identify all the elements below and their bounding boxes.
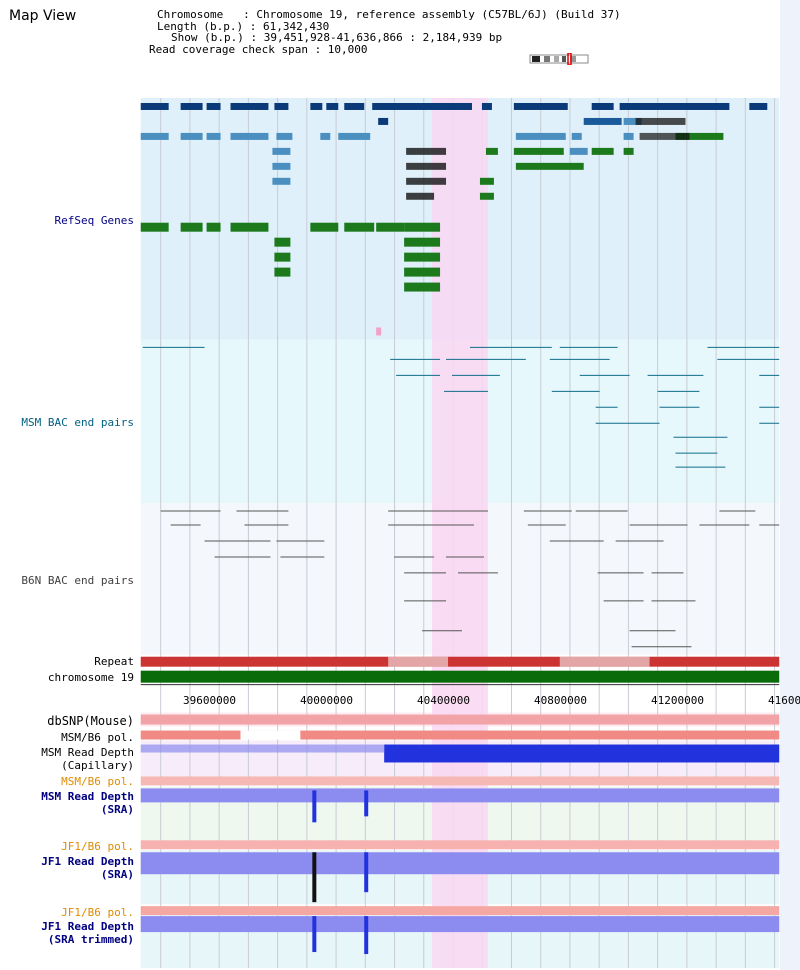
dbsnp-strip xyxy=(140,714,780,725)
track-label-msm-bac: MSM BAC end pairs xyxy=(21,416,134,429)
jf1-pol-strip-1 xyxy=(140,840,780,850)
chromosome-line: Chromosome : Chromosome 19, reference as… xyxy=(157,8,621,21)
axis-tick-3: 40400000 xyxy=(417,694,470,707)
jf1-depth-trimmed xyxy=(140,916,780,933)
msm-depth-sra xyxy=(140,788,780,803)
jf1-depth-sra xyxy=(140,852,780,875)
chromosome-ideogram[interactable] xyxy=(528,53,590,65)
selection-highlight xyxy=(432,98,488,968)
track-label-msm-depth-cap: MSM Read Depth (Capillary) xyxy=(41,746,134,772)
track-label-repeat: Repeat xyxy=(94,655,134,668)
track-label-jf1-depth-trim: JF1 Read Depth (SRA trimmed) xyxy=(41,920,134,946)
length-line: Length (b.p.) : 61,342,430 xyxy=(157,19,330,33)
track-label-refseq: RefSeq Genes xyxy=(54,214,134,227)
axis-tick-2: 40000000 xyxy=(300,694,353,707)
show-line: Show (b.p.) : 39,451,928-41,636,866 : 2,… xyxy=(171,31,503,44)
coverage-line: Read coverage check span : 10,000 xyxy=(149,42,368,56)
track-label-msm-depth-sra: MSM Read Depth (SRA) xyxy=(41,790,134,816)
page-title: Map View xyxy=(9,8,77,24)
chromosome-bar xyxy=(140,670,780,683)
genome-browser-panel[interactable] xyxy=(140,98,780,968)
track-label-msm-pol-1: MSM/B6 pol. xyxy=(61,731,134,744)
track-label-msm-pol-2: MSM/B6 pol. xyxy=(61,775,134,788)
msm-depth-capillary xyxy=(384,744,780,763)
right-scroll-strip xyxy=(780,0,800,970)
axis-tick-6: 41600000 xyxy=(768,694,800,707)
repeat-track xyxy=(140,656,780,667)
b6n-bac-pairs xyxy=(160,510,780,648)
jf1-pol-strip-2 xyxy=(140,906,780,916)
track-label-chromosome: chromosome 19 xyxy=(47,671,134,684)
track-label-jf1-depth-sra: JF1 Read Depth (SRA) xyxy=(41,855,134,881)
region-info: Chromosome : Chromosome 19, reference as… xyxy=(149,9,621,55)
track-label-jf1-pol-2: JF1/B6 pol. xyxy=(61,906,134,919)
track-label-jf1-pol-1: JF1/B6 pol. xyxy=(61,840,134,853)
axis-tick-4: 40800000 xyxy=(534,694,587,707)
axis-tick-1: 39600000 xyxy=(183,694,236,707)
msm-pol-strip-1 xyxy=(140,730,780,740)
track-label-dbsnp: dbSNP(Mouse) xyxy=(47,714,134,728)
axis-tick-5: 41200000 xyxy=(651,694,704,707)
track-label-b6n-bac: B6N BAC end pairs xyxy=(21,574,134,587)
refseq-genes xyxy=(140,102,768,336)
msm-pol-strip-2 xyxy=(140,776,780,786)
msm-bac-pairs xyxy=(142,346,780,468)
